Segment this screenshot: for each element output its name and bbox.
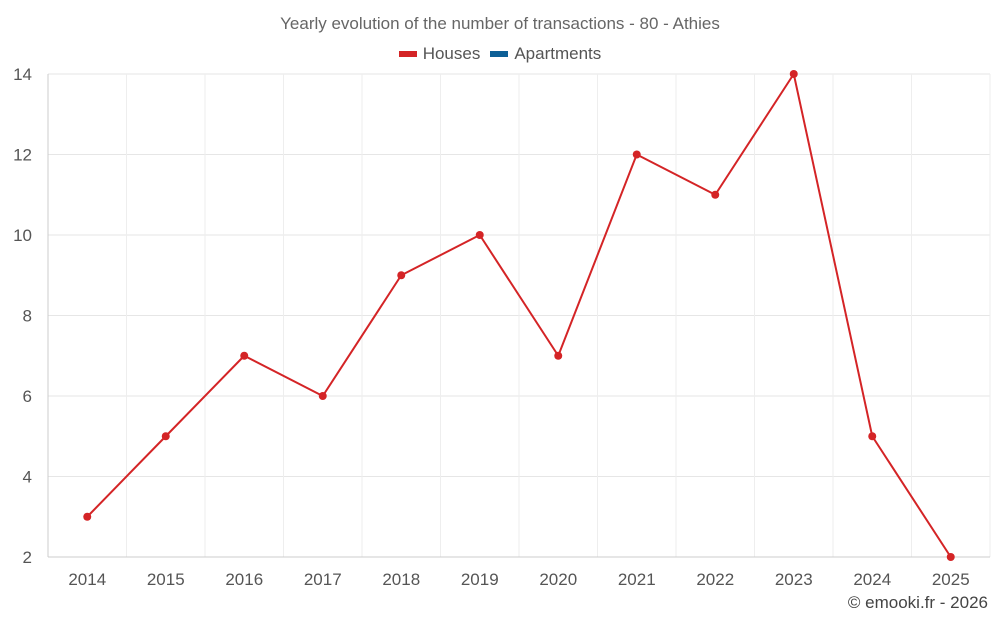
x-tick-label: 2021 (618, 570, 656, 589)
y-tick-label: 12 (13, 146, 32, 165)
x-tick-label: 2023 (775, 570, 813, 589)
y-tick-label: 8 (23, 307, 32, 326)
legend-item-apartments[interactable]: Apartments (490, 44, 601, 64)
x-tick-label: 2022 (696, 570, 734, 589)
x-tick-label: 2017 (304, 570, 342, 589)
houses-point-2025[interactable] (946, 553, 955, 561)
y-tick-label: 10 (13, 226, 32, 245)
y-tick-label: 4 (23, 468, 32, 487)
legend-item-houses[interactable]: Houses (398, 44, 481, 64)
houses-point-2021[interactable] (632, 150, 641, 159)
grid (47, 73, 991, 558)
series-houses (83, 70, 955, 561)
credit: © emooki.fr - 2026 (847, 593, 988, 612)
y-tick-label: 14 (13, 65, 32, 84)
y-axis: 2 4 6 8 10 12 14 (13, 65, 49, 567)
houses-point-2016[interactable] (240, 351, 249, 360)
legend-label-houses: Houses (422, 44, 481, 63)
y-tick-label: 2 (23, 548, 32, 567)
legend-swatch-houses (398, 51, 417, 57)
houses-point-2015[interactable] (161, 432, 170, 441)
x-tick-label: 2014 (68, 570, 106, 589)
y-tick-label: 6 (23, 387, 32, 406)
legend-label-apartments: Apartments (514, 44, 602, 63)
chart-title: Yearly evolution of the number of transa… (280, 14, 720, 33)
legend-swatch-apartments (490, 51, 509, 57)
houses-point-2020[interactable] (554, 351, 563, 360)
legend: Houses Apartments (0, 44, 1000, 64)
houses-point-2014[interactable] (83, 512, 92, 521)
x-tick-label: 2019 (461, 570, 499, 589)
houses-line (86, 73, 952, 558)
x-tick-label: 2020 (539, 570, 577, 589)
x-tick-label: 2015 (147, 570, 185, 589)
houses-point-2022[interactable] (711, 190, 720, 199)
x-axis: 2014 2015 2016 2017 2018 2019 2020 2021 2022 2023… (48, 556, 990, 589)
x-tick-label: 2018 (382, 570, 420, 589)
houses-point-2017[interactable] (318, 392, 327, 400)
houses-point-2018[interactable] (397, 271, 406, 280)
houses-point-2019[interactable] (475, 231, 484, 239)
x-tick-label: 2025 (932, 570, 970, 589)
houses-point-2023[interactable] (789, 70, 798, 78)
x-tick-label: 2016 (225, 570, 263, 589)
houses-point-2024[interactable] (868, 432, 877, 441)
x-tick-label: 2024 (853, 570, 891, 589)
